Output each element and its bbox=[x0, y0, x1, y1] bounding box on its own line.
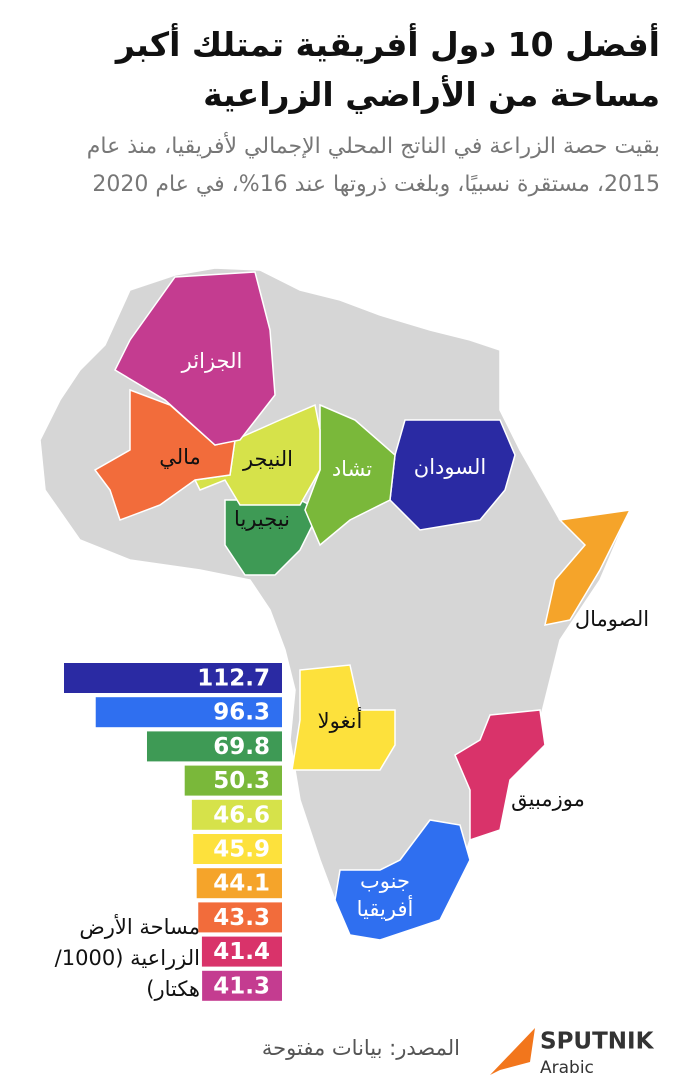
logo-sub: Arabic bbox=[540, 1058, 594, 1078]
title: أفضل 10 دول أفريقية تمتلك أكبر مساحة من … bbox=[115, 25, 660, 114]
bar bbox=[198, 902, 282, 933]
value-label: 69.8 bbox=[213, 734, 270, 760]
country-shape bbox=[304, 403, 396, 547]
country-shape bbox=[334, 819, 471, 941]
logo-name: SPUTNIK bbox=[540, 1029, 655, 1055]
country-label: مالي bbox=[159, 445, 201, 469]
bar bbox=[202, 970, 282, 1001]
bar bbox=[196, 868, 282, 899]
countries bbox=[93, 271, 632, 941]
bar bbox=[191, 799, 282, 830]
value-label: 41.3 bbox=[213, 973, 270, 999]
value-label: 96.3 bbox=[213, 700, 270, 726]
axis-label: مساحة الأرض الزراعية (1000/ هكتار) bbox=[54, 915, 200, 1001]
bar bbox=[193, 834, 282, 864]
country-label: الجزائر bbox=[181, 349, 243, 373]
value-label: 46.6 bbox=[213, 802, 270, 828]
bar bbox=[64, 663, 282, 693]
country-shape bbox=[454, 709, 546, 842]
value-label: 44.1 bbox=[213, 871, 270, 897]
value-label: 41.4 bbox=[213, 939, 270, 965]
bars: 112.7 96.3 69.8 50.3 46.6 45.9 44.1 43.3 41.4 41.… bbox=[64, 663, 282, 1001]
value-label: 43.3 bbox=[213, 905, 270, 931]
source: المصدر: بيانات مفتوحة bbox=[261, 1036, 460, 1060]
bar bbox=[95, 697, 282, 728]
subtitle: بقيت حصة الزراعة في الناتج المحلي الإجما… bbox=[86, 134, 660, 197]
country-label: الصومال bbox=[575, 607, 649, 631]
bar bbox=[146, 731, 282, 762]
country-shape bbox=[224, 499, 322, 576]
map-labels: السودان جنوب أفريقيا نيجيريا تشاد النيجر أنغول… bbox=[159, 349, 649, 921]
country-shape bbox=[291, 664, 396, 771]
label-line: جنوب bbox=[360, 869, 410, 893]
bar bbox=[201, 936, 282, 967]
value-label: 45.9 bbox=[213, 837, 270, 863]
country-label: النيجر bbox=[242, 447, 293, 471]
country-label: تشاد bbox=[332, 457, 372, 481]
country-shape bbox=[114, 271, 276, 446]
value-label: 112.7 bbox=[197, 666, 270, 692]
country-label: جنوب أفريقيا bbox=[357, 869, 414, 921]
country-shape bbox=[544, 509, 632, 626]
country-label: نيجيريا bbox=[234, 507, 290, 531]
country-label: السودان bbox=[414, 455, 486, 479]
bar bbox=[184, 765, 282, 796]
country-label: موزمبيق bbox=[511, 787, 585, 811]
label-line: أفريقيا bbox=[357, 895, 414, 921]
logo-mark bbox=[490, 1028, 535, 1075]
country-label: أنغولا bbox=[318, 707, 363, 733]
value-label: 50.3 bbox=[213, 768, 270, 794]
